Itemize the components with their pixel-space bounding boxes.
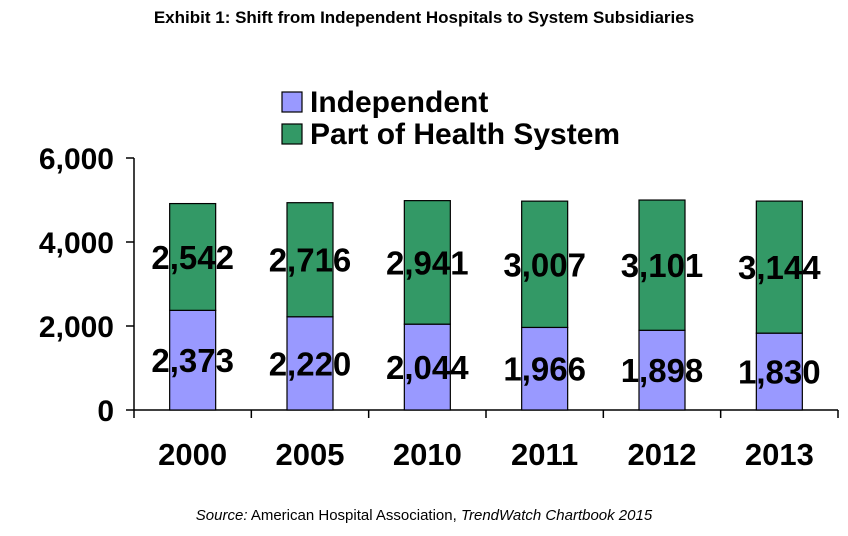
y-tick-label: 6,000	[39, 143, 114, 176]
data-label: 3,144	[738, 249, 821, 286]
data-label: 1,830	[738, 354, 821, 391]
data-label: 2,373	[151, 342, 234, 379]
source-prefix: Source:	[195, 507, 248, 524]
bar-independent	[755, 332, 803, 411]
bar-independent	[638, 329, 686, 411]
bar-health-system	[403, 200, 451, 325]
bar-independent	[286, 316, 334, 411]
y-tick-label: 4,000	[39, 227, 114, 260]
legend-label: Independent	[310, 86, 488, 119]
x-tick-label: 2013	[745, 437, 814, 472]
data-label: 3,007	[503, 246, 586, 283]
legend-swatch	[281, 91, 303, 113]
bar-health-system	[755, 200, 803, 334]
y-tick-label: 0	[97, 395, 114, 428]
source-publication: TrendWatch Chartbook 2015	[460, 507, 653, 524]
bar-health-system	[638, 199, 686, 331]
x-tick-label: 2010	[393, 437, 462, 472]
bar-health-system	[169, 202, 217, 311]
data-label: 2,716	[269, 242, 352, 279]
legend-swatch	[281, 123, 303, 145]
chart-title: Exhibit 1: Shift from Independent Hospit…	[153, 8, 695, 27]
bar-health-system	[521, 200, 569, 329]
plot-area: 0 2,000 4,000 6,000 2,373 2,542 2000 2,220 2,716…	[39, 143, 839, 472]
x-tick-label: 2005	[276, 437, 345, 472]
data-label: 3,101	[621, 247, 704, 284]
legend-label: Part of Health System	[310, 118, 620, 151]
data-label: 2,044	[386, 349, 469, 386]
source-org: American Hospital Association,	[250, 507, 457, 524]
bar-independent	[403, 323, 451, 411]
data-label: 1,966	[503, 351, 586, 388]
y-tick-label: 2,000	[39, 311, 114, 344]
bar-independent	[169, 309, 217, 411]
x-tick-label: 2012	[628, 437, 697, 472]
data-label: 2,941	[386, 244, 469, 281]
data-label: 2,542	[151, 239, 234, 276]
bar-health-system	[286, 202, 334, 318]
bar-independent	[521, 326, 569, 411]
source-note: Source: American Hospital Association, T…	[0, 507, 848, 524]
data-label: 2,220	[269, 345, 352, 382]
data-label: 1,898	[621, 352, 704, 389]
x-tick-label: 2000	[158, 437, 227, 472]
x-tick-label: 2011	[511, 437, 578, 472]
